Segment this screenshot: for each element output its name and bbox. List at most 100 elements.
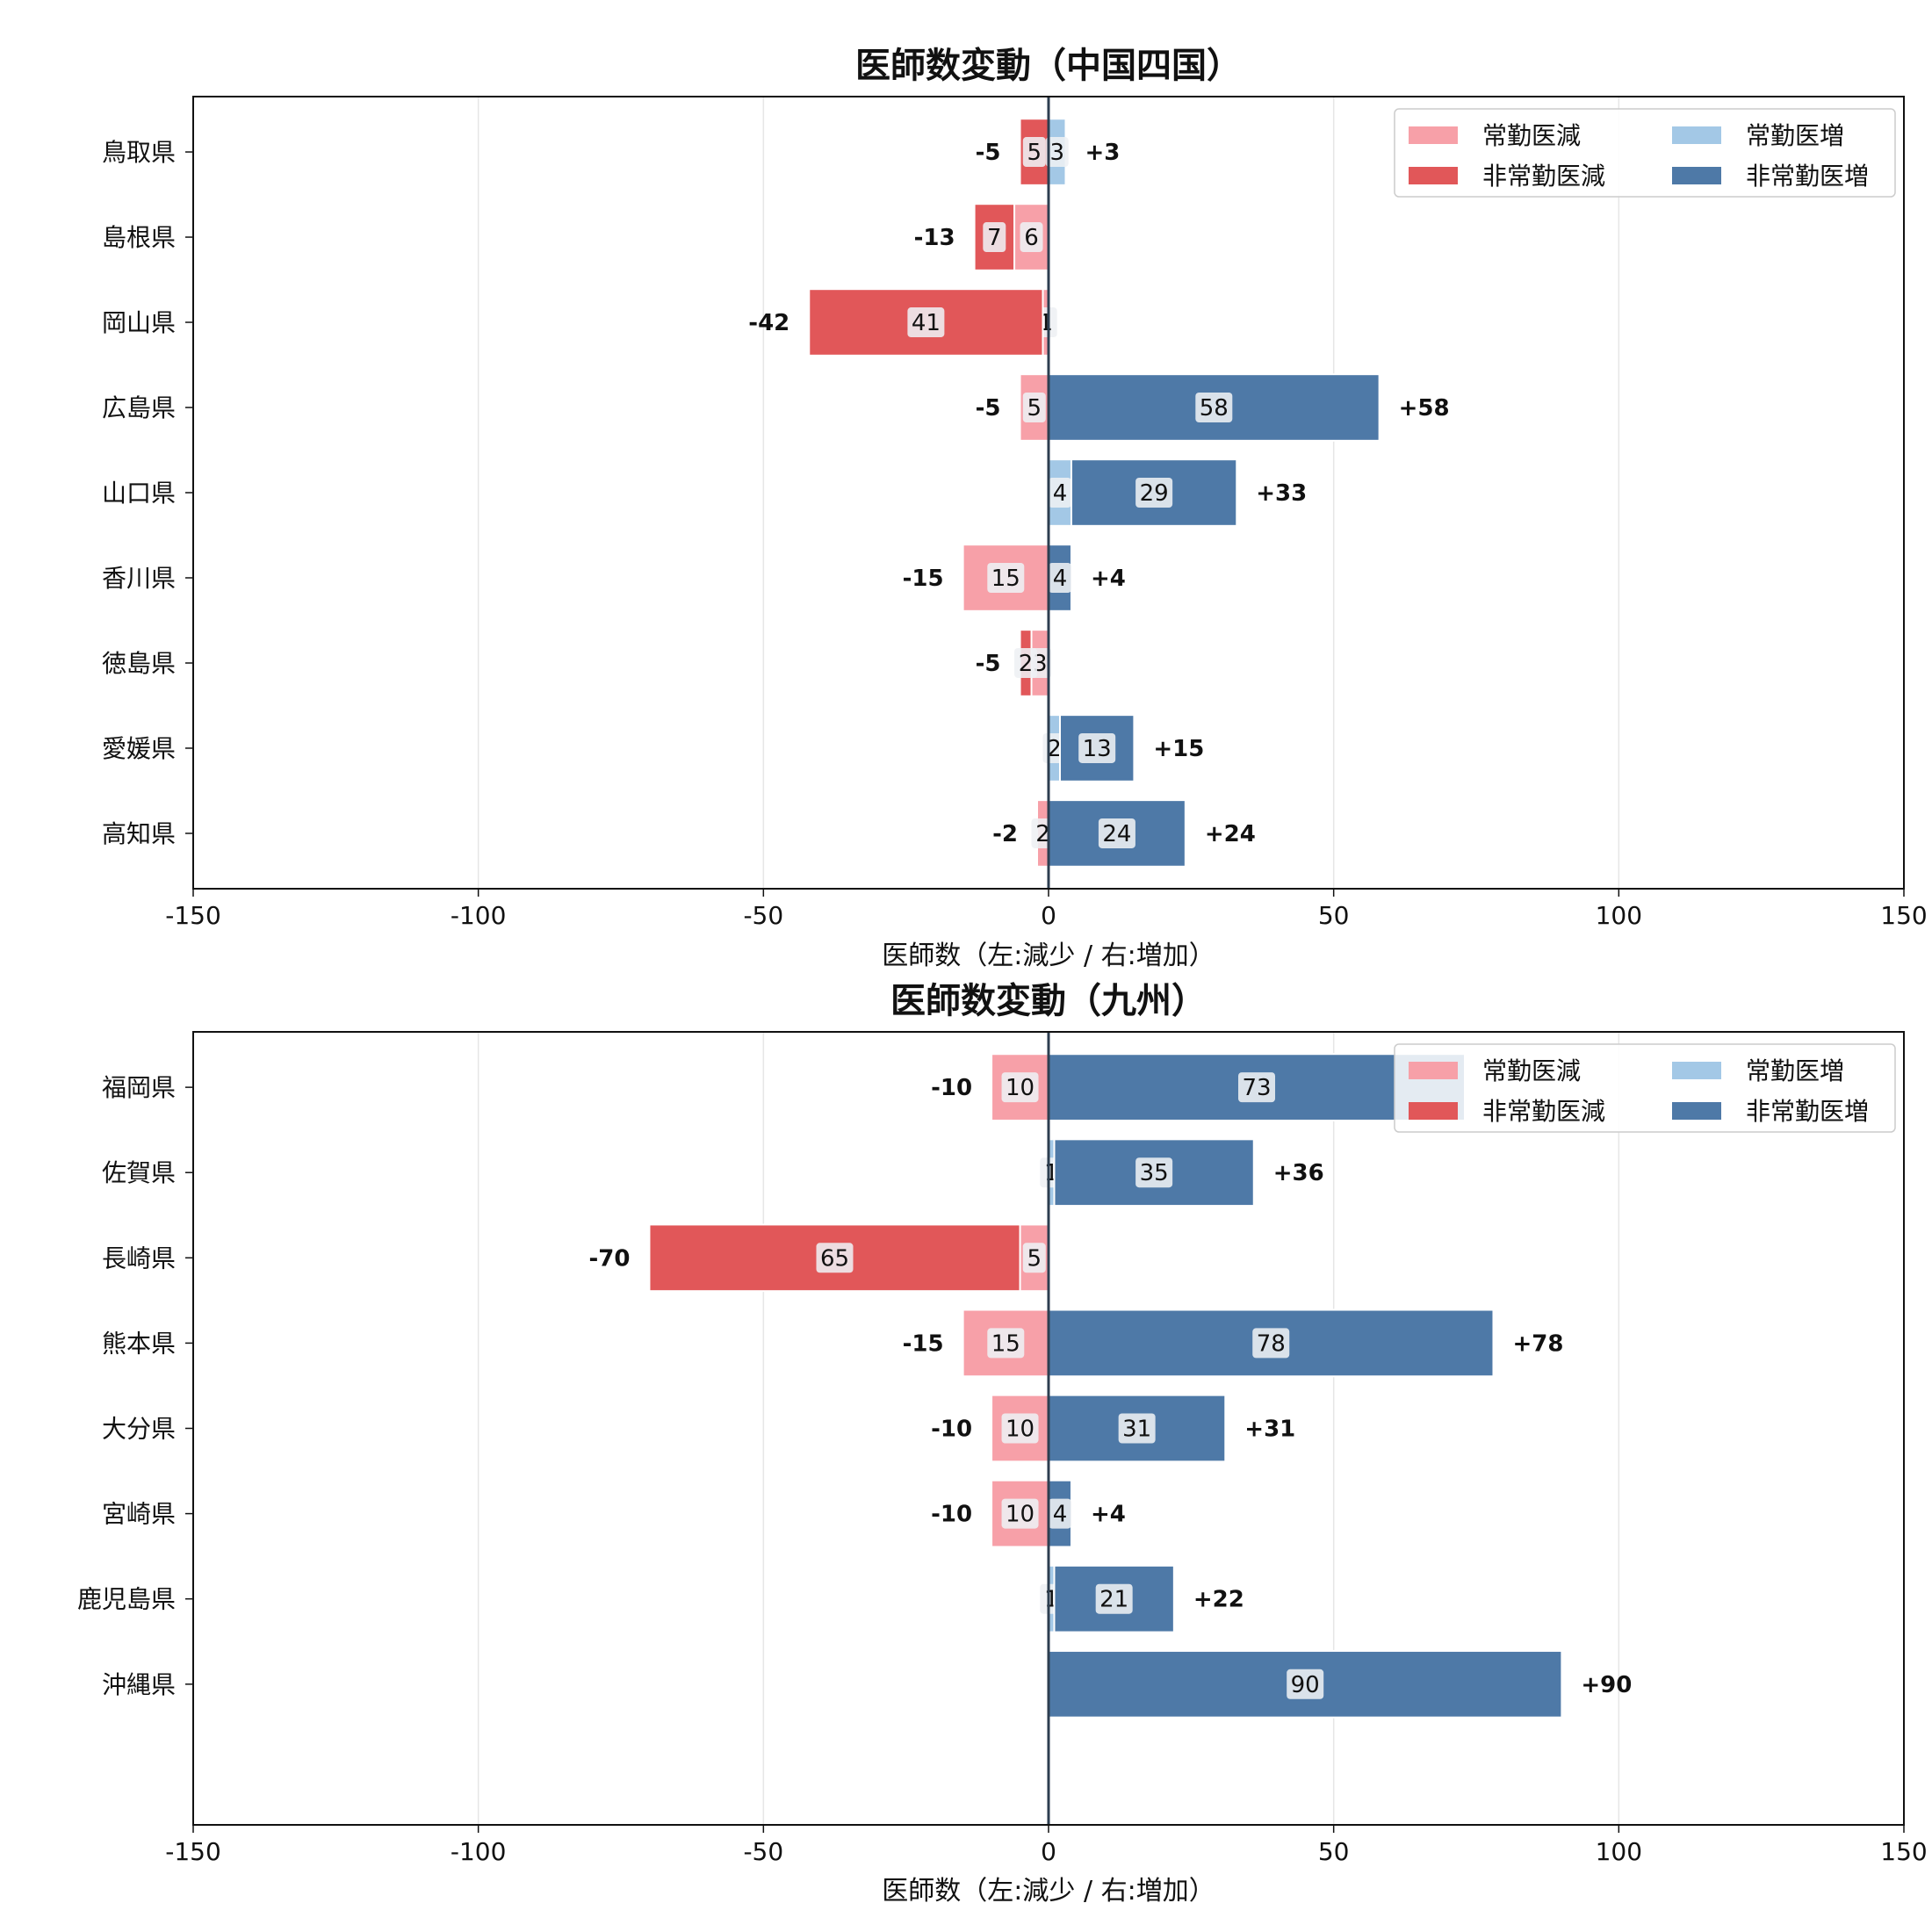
value-label-box — [1022, 137, 1046, 168]
total-decrease-label: -10 — [931, 1502, 972, 1528]
value-label: 3 — [1049, 140, 1064, 166]
chart-title: 医師数変動（九州） — [890, 981, 1207, 1021]
category-label: 福岡県 — [102, 1073, 176, 1102]
value-label: 4 — [1053, 566, 1068, 592]
x-tick-label: -150 — [165, 901, 221, 930]
legend-label: 非常勤医増 — [1746, 1097, 1869, 1126]
total-increase-label: +78 — [1512, 1330, 1563, 1357]
x-tick-label: -100 — [451, 1837, 507, 1866]
value-label: 2 — [1047, 736, 1062, 762]
total-decrease-label: -70 — [588, 1245, 630, 1272]
x-axis-label: 医師数（左:減少 / 右:増加） — [882, 1876, 1215, 1907]
category-label: 宮崎県 — [102, 1500, 176, 1529]
value-label-box — [816, 1243, 854, 1273]
value-label: 4 — [1053, 480, 1068, 507]
legend-swatch-常勤医増 — [1672, 1062, 1721, 1079]
value-label: 7 — [987, 225, 1002, 251]
legend-swatch-非常勤医減 — [1409, 1102, 1458, 1120]
value-label-box — [987, 1328, 1025, 1359]
value-label-box — [1022, 393, 1046, 423]
category-label: 岡山県 — [102, 308, 176, 337]
category-label: 島根県 — [102, 223, 176, 252]
total-decrease-label: -13 — [914, 225, 955, 251]
x-tick-label: 100 — [1596, 901, 1642, 930]
x-tick-label: -100 — [451, 901, 507, 930]
value-label: 6 — [1024, 225, 1039, 251]
total-decrease-label: -10 — [931, 1417, 972, 1443]
total-decrease-label: -42 — [748, 310, 789, 336]
category-label: 香川県 — [102, 564, 176, 593]
x-tick-label: 150 — [1880, 1837, 1927, 1866]
value-label-box — [987, 562, 1025, 593]
value-label: 35 — [1140, 1160, 1169, 1186]
value-label: 31 — [1122, 1417, 1151, 1443]
legend-label: 常勤医減 — [1482, 1056, 1581, 1085]
total-increase-label: +15 — [1153, 736, 1204, 762]
total-decrease-label: -5 — [976, 140, 1001, 166]
legend-swatch-常勤医減 — [1409, 126, 1458, 144]
value-label: 4 — [1053, 1502, 1068, 1528]
total-increase-label: +4 — [1091, 566, 1126, 592]
total-decrease-label: -15 — [903, 566, 944, 592]
legend-label: 非常勤医減 — [1482, 162, 1605, 191]
total-increase-label: +58 — [1399, 395, 1450, 422]
value-label-box — [1001, 1072, 1039, 1103]
legend-label: 非常勤医増 — [1746, 162, 1869, 191]
legend-box — [1394, 1043, 1896, 1133]
total-increase-label: +22 — [1193, 1587, 1244, 1613]
legend-swatch-常勤医減 — [1409, 1062, 1458, 1079]
value-label-box — [1001, 1413, 1039, 1444]
value-label: 5 — [1027, 140, 1042, 166]
x-tick-label: 0 — [1041, 1837, 1056, 1866]
total-increase-label: +4 — [1091, 1502, 1126, 1528]
value-label: 10 — [1006, 1075, 1034, 1101]
category-label: 高知県 — [102, 819, 176, 848]
value-label-box — [1022, 1243, 1046, 1273]
value-label-box — [1020, 222, 1043, 253]
x-tick-label: 100 — [1596, 1837, 1642, 1866]
category-label: 徳島県 — [102, 649, 176, 678]
value-label: 5 — [1027, 395, 1042, 422]
value-label-box — [1135, 478, 1173, 508]
value-label: 90 — [1291, 1672, 1320, 1698]
value-label: 21 — [1099, 1587, 1128, 1613]
legend-swatch-常勤医増 — [1672, 126, 1721, 144]
value-label: 10 — [1006, 1502, 1034, 1528]
category-label: 大分県 — [102, 1415, 176, 1444]
x-tick-label: 50 — [1318, 1837, 1350, 1866]
value-label: 15 — [991, 1330, 1020, 1357]
x-tick-label: 0 — [1041, 901, 1056, 930]
value-label-box — [1238, 1072, 1276, 1103]
legend-box — [1394, 108, 1896, 198]
value-label-box — [1048, 562, 1071, 593]
legend-swatch-非常勤医増 — [1672, 1102, 1721, 1120]
value-label: 10 — [1006, 1417, 1034, 1443]
value-label-box — [1045, 137, 1069, 168]
value-label: 24 — [1102, 821, 1131, 847]
category-label: 山口県 — [102, 479, 176, 508]
total-increase-label: +3 — [1085, 140, 1120, 166]
legend-label: 常勤医増 — [1746, 121, 1844, 150]
category-label: 鳥取県 — [102, 138, 176, 167]
total-decrease-label: -5 — [976, 651, 1001, 677]
total-decrease-label: -10 — [931, 1075, 972, 1101]
category-label: 佐賀県 — [102, 1158, 176, 1187]
value-label: 2 — [1019, 651, 1034, 677]
total-increase-label: +33 — [1256, 480, 1307, 507]
legend-label: 非常勤医減 — [1482, 1097, 1605, 1126]
value-label: 5 — [1027, 1245, 1042, 1272]
x-tick-label: 50 — [1318, 901, 1350, 930]
x-tick-label: 150 — [1880, 901, 1927, 930]
category-label: 鹿児島県 — [77, 1585, 176, 1614]
legend-swatch-非常勤医減 — [1409, 167, 1458, 184]
category-label: 広島県 — [102, 393, 176, 422]
legend-label: 常勤医増 — [1746, 1056, 1844, 1085]
x-tick-label: -50 — [743, 901, 783, 930]
value-label-box — [983, 222, 1006, 253]
value-label: 78 — [1257, 1330, 1286, 1357]
